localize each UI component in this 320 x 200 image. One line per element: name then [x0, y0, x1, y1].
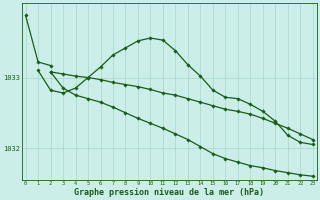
X-axis label: Graphe pression niveau de la mer (hPa): Graphe pression niveau de la mer (hPa): [74, 188, 264, 197]
